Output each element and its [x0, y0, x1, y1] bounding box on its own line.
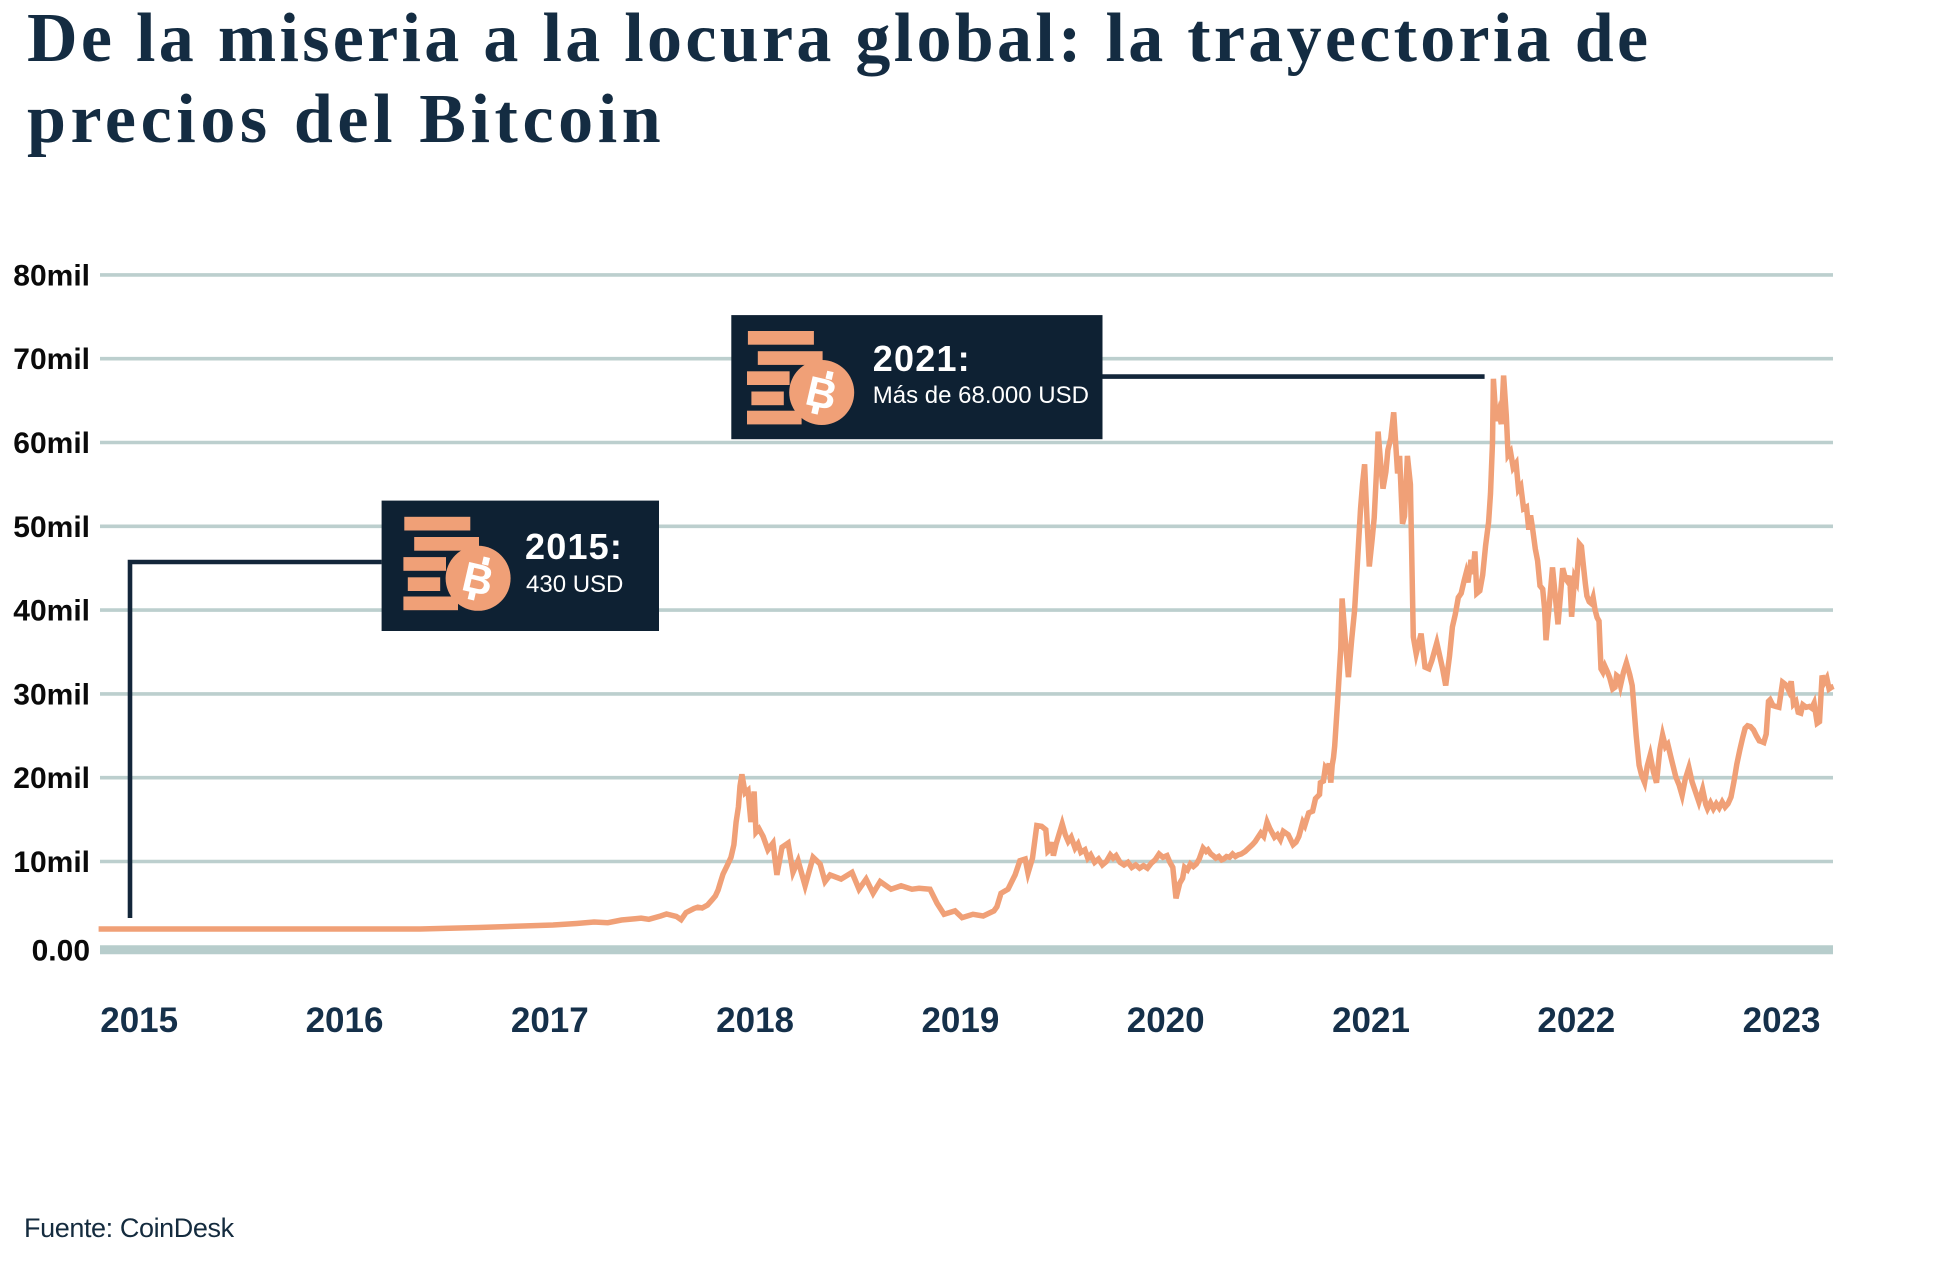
svg-text:2021:: 2021: — [873, 338, 971, 379]
svg-text:2020: 2020 — [1127, 1001, 1205, 1040]
svg-text:2017: 2017 — [511, 1001, 589, 1040]
svg-text:30mil: 30mil — [13, 678, 90, 711]
svg-text:60mil: 60mil — [13, 427, 90, 460]
svg-text:80mil: 80mil — [13, 259, 90, 292]
svg-text:2016: 2016 — [306, 1001, 384, 1040]
svg-text:430 USD: 430 USD — [526, 571, 623, 598]
svg-text:2018: 2018 — [716, 1001, 794, 1040]
svg-text:precios del Bitcoin: precios del Bitcoin — [27, 81, 665, 158]
svg-text:2023: 2023 — [1743, 1001, 1821, 1040]
svg-text:2022: 2022 — [1537, 1001, 1615, 1040]
svg-text:2021: 2021 — [1332, 1001, 1410, 1040]
svg-text:2015:: 2015: — [525, 526, 623, 567]
svg-text:2019: 2019 — [921, 1001, 999, 1040]
svg-text:70mil: 70mil — [13, 343, 90, 376]
svg-text:50mil: 50mil — [13, 511, 90, 544]
svg-text:0.00: 0.00 — [32, 935, 90, 968]
svg-text:20mil: 20mil — [13, 762, 90, 795]
svg-text:Más de 68.000 USD: Más de 68.000 USD — [873, 382, 1089, 409]
svg-text:40mil: 40mil — [13, 595, 90, 628]
svg-text:10mil: 10mil — [13, 846, 90, 879]
svg-text:De la miseria a la locura glob: De la miseria a la locura global: la tra… — [27, 0, 1651, 77]
svg-text:Fuente: CoinDesk: Fuente: CoinDesk — [24, 1213, 235, 1243]
svg-text:2015: 2015 — [100, 1001, 178, 1040]
